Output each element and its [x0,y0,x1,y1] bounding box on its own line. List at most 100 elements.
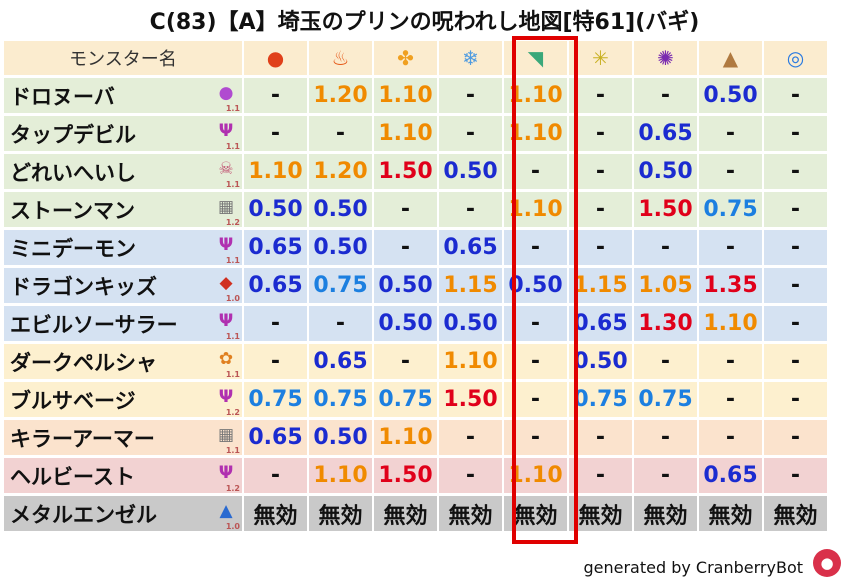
resistance-cell: - [764,154,827,189]
monster-level: 1.1 [225,370,240,379]
resistance-cell: - [244,78,307,113]
monster-level: 1.0 [225,522,240,531]
resistance-cell: 0.65 [309,344,372,379]
table-row: ダークペルシャ ✿ 1.1-0.65-1.10-0.50- - - [4,344,827,379]
resistance-cell: - [244,458,307,493]
resistance-cell: 0.50 [244,192,307,227]
monster-name-cell: エビルソーサラー Ψ 1.1 [4,306,242,341]
resistance-cell: 1.50 [439,382,502,417]
resistance-cell: - [569,192,632,227]
resistance-cell: 0.75 [699,192,762,227]
table-row: キラーアーマー ▦ 1.1 0.65 0.50 1.10- - - - - - [4,420,827,455]
resistance-cell: - [764,78,827,113]
table-body: ドロヌーバ ● 1.1-1.20 1.10-1.10- -0.50- タップデビル Ψ 1.1… [4,78,827,531]
wind-icon: ◥ [527,46,544,70]
wind-column-highlight [512,36,578,544]
resistance-cell: 0.75 [309,268,372,303]
resistance-cell: 無効 [374,496,437,531]
table-row: ブルサベージ Ψ 1.2 0.75 0.75 0.75 1.50-0.75 0.75- - [4,382,827,417]
monster-name-cell: メタルエンゼル ▲ 1.0 [4,496,242,531]
resistance-cell: 0.75 [374,382,437,417]
flame-icon-header: ♨ [309,41,372,75]
table-row: タップデビル Ψ 1.1- -1.10-1.10-0.65- - [4,116,827,151]
resistance-cell: - [244,306,307,341]
resistance-cell: 1.10 [374,116,437,151]
resistance-cell: 無効 [439,496,502,531]
monster-name-cell: ミニデーモン Ψ 1.1 [4,230,242,265]
brick-icon: ▦ [217,197,235,217]
resistance-cell: - [374,344,437,379]
resistance-cell: 1.10 [439,344,502,379]
resistance-cell: 1.30 [634,306,697,341]
resistance-cell: - [699,382,762,417]
monster-level: 1.2 [225,218,240,227]
resistance-cell: 0.50 [699,78,762,113]
resistance-cell: 0.65 [569,306,632,341]
resistance-cell: - [764,268,827,303]
monster-level: 1.1 [225,256,240,265]
ice-icon: ❄ [462,46,479,70]
brick-icon: ▦ [217,425,235,445]
resistance-cell: 0.65 [244,230,307,265]
dark-icon: ✺ [657,46,674,70]
monster-level: 1.2 [225,484,240,493]
resistance-cell: 1.50 [374,154,437,189]
resistance-cell: 1.10 [244,154,307,189]
resistance-cell: - [244,116,307,151]
devil-trident-icon: Ψ [218,463,234,483]
resistance-cell: 0.50 [374,306,437,341]
monster-name-cell: ダークペルシャ ✿ 1.1 [4,344,242,379]
monster-name-header: モンスター名 [4,41,242,75]
resistance-cell: 0.65 [699,458,762,493]
resistance-cell: 1.10 [374,78,437,113]
resistance-cell: - [634,78,697,113]
resistance-cell: - [244,344,307,379]
slime-icon: ▲ [219,501,233,521]
explosion-icon: ✤ [397,46,414,70]
devil-trident-icon: Ψ [218,387,234,407]
resistance-cell: - [764,420,827,455]
dragon-icon: ◆ [219,273,233,293]
resistance-cell: - [374,230,437,265]
resistance-cell: - [569,420,632,455]
resistance-cell: 1.15 [439,268,502,303]
devil-trident-icon: Ψ [218,121,234,141]
monster-name-cell: ドラゴンキッズ ◆ 1.0 [4,268,242,303]
resistance-cell: 0.75 [569,382,632,417]
resistance-cell: 0.50 [439,306,502,341]
skull-icon: ☠ [218,159,234,179]
monster-level: 1.1 [225,446,240,455]
lightning-icon: ✳ [592,46,609,70]
resistance-cell: - [634,458,697,493]
table-row: どれいへいし ☠ 1.1 1.10 1.20 1.50 0.50- -0.50- - [4,154,827,189]
resistance-cell: 0.75 [309,382,372,417]
resistance-cell: 無効 [634,496,697,531]
monster-name: ドラゴンキッズ [10,274,157,299]
fireball-icon-header: ● [244,41,307,75]
resistance-cell: - [699,420,762,455]
footer-credit: generated by CranberryBot [583,558,803,577]
purple-blob-icon: ● [218,83,234,103]
resistance-cell: - [569,154,632,189]
resistance-cell: 0.50 [309,420,372,455]
paw-icon: ✿ [218,349,234,369]
resistance-cell: - [374,192,437,227]
table-row: ストーンマン ▦ 1.2 0.50 0.50- -1.10-1.50 0.75- [4,192,827,227]
resistance-cell: - [764,306,827,341]
table-row: ドロヌーバ ● 1.1-1.20 1.10-1.10- -0.50- [4,78,827,113]
monster-name: キラーアーマー [10,426,155,451]
monster-name-cell: ストーンマン ▦ 1.2 [4,192,242,227]
devil-trident-icon: Ψ [218,235,234,255]
monster-name-cell: タップデビル Ψ 1.1 [4,116,242,151]
monster-name: ヘルビースト [10,464,135,489]
resistance-cell: 1.10 [374,420,437,455]
monster-name: ブルサベージ [10,388,136,413]
header-row: モンスター名 ● ♨ ✤ ❄ ◥ ✳ ✺ ▲ ◎ [4,41,827,75]
resistance-cell: 1.20 [309,154,372,189]
monster-name: ダークペルシャ [10,350,157,375]
monster-name: ストーンマン [10,198,135,223]
resistance-cell: 0.75 [244,382,307,417]
water-icon: ◎ [786,46,805,70]
resistance-cell: 0.50 [569,344,632,379]
resistance-cell: - [309,116,372,151]
